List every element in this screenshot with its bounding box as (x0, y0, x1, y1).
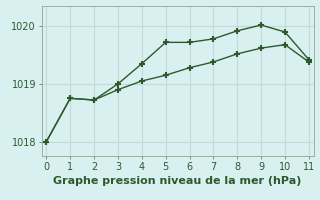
X-axis label: Graphe pression niveau de la mer (hPa): Graphe pression niveau de la mer (hPa) (53, 176, 302, 186)
